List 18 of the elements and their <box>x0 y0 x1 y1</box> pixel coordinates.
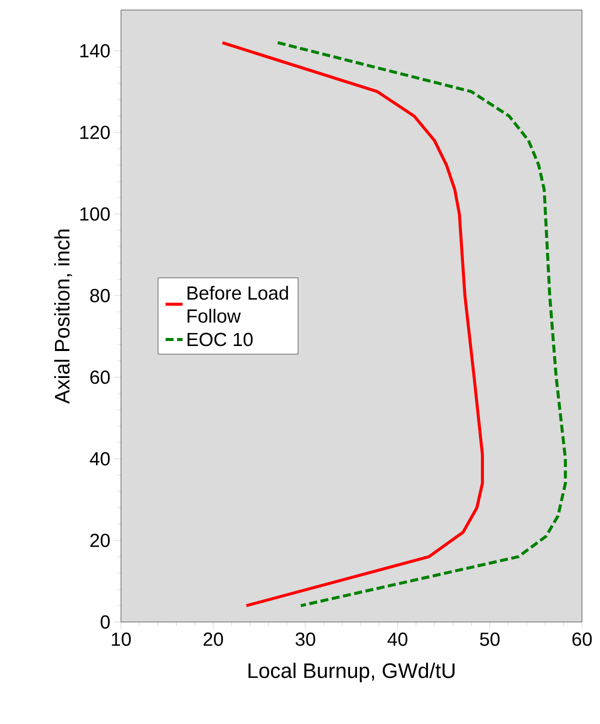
y-tick-label: 40 <box>90 452 110 466</box>
y-axis-title: Axial Position, inch <box>54 230 72 404</box>
x-tick-label: 50 <box>480 632 500 646</box>
x-tick-label: 30 <box>296 632 316 646</box>
x-tick-label: 20 <box>204 632 223 646</box>
x-tick-label: 40 <box>388 632 408 646</box>
legend-label: EOC 10 <box>188 332 253 346</box>
y-tick-label: 0 <box>100 615 110 629</box>
y-tick-label: 140 <box>80 44 110 58</box>
x-tick-label: 10 <box>112 632 131 646</box>
y-tick-label: 60 <box>90 370 110 384</box>
x-axis-title: Local Burnup, GWd/tU <box>248 662 455 682</box>
y-tick-label: 120 <box>80 126 110 140</box>
x-tick-label: 60 <box>572 632 592 646</box>
y-tick-label: 20 <box>90 534 110 548</box>
legend-label: Before Load Follow <box>188 286 288 323</box>
y-tick-label: 80 <box>90 288 110 302</box>
y-tick-label: 100 <box>80 207 110 221</box>
